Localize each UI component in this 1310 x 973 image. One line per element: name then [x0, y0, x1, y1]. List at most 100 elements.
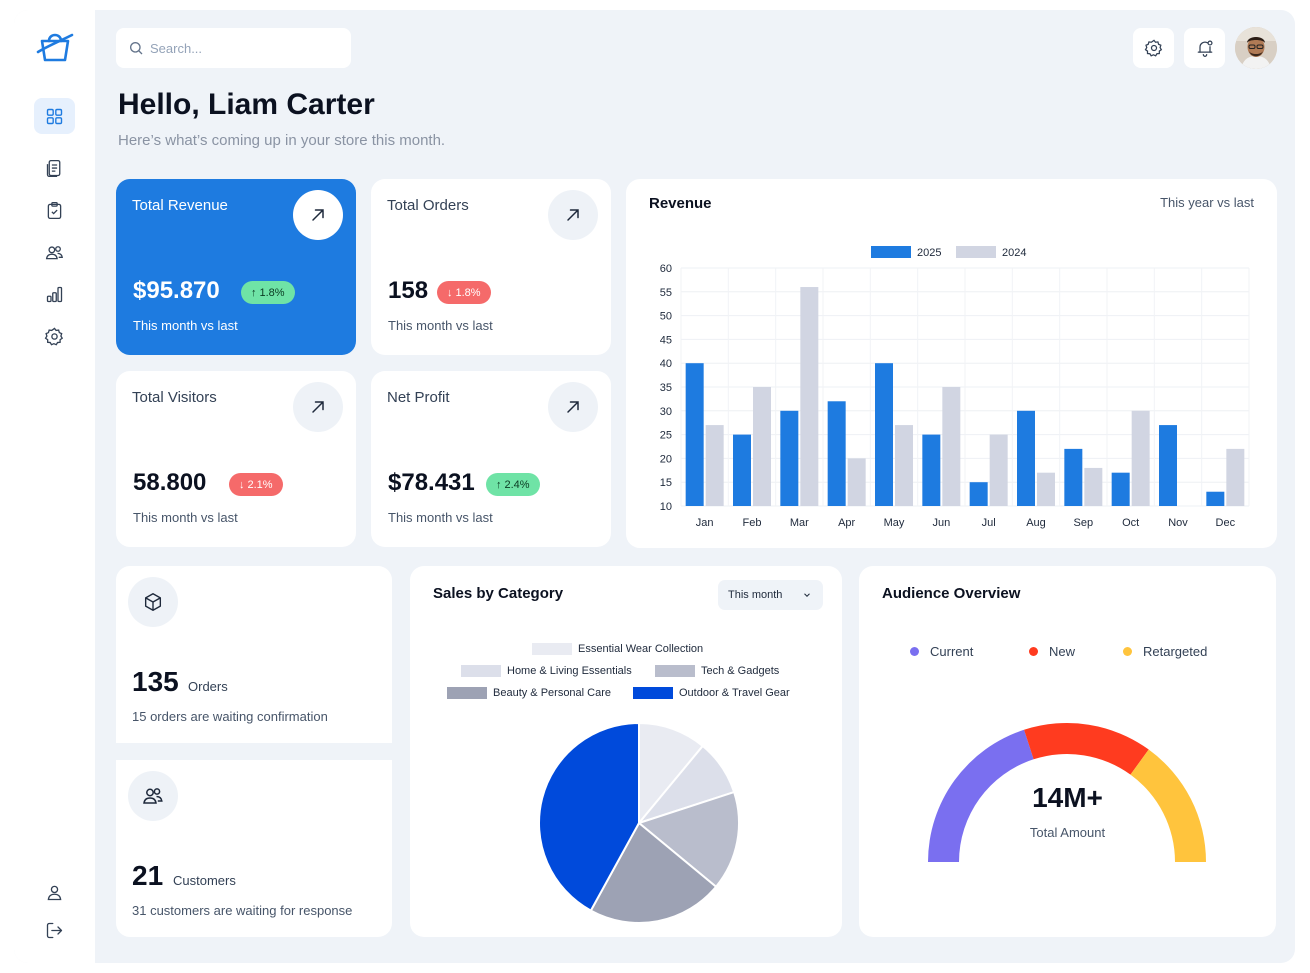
legend-item: Beauty & Personal Care — [447, 687, 611, 699]
legend-swatch — [447, 687, 487, 699]
gauge-segment — [1130, 749, 1206, 862]
bar-2025 — [1159, 425, 1177, 506]
x-tick-label: Sep — [1074, 517, 1094, 529]
y-tick-label: 25 — [660, 430, 672, 442]
nav-tasks-icon[interactable] — [34, 192, 75, 228]
legend-item: New — [1029, 644, 1075, 659]
stat-label: Total Orders — [387, 197, 469, 214]
legend-swatch — [532, 643, 572, 655]
bar-2025 — [969, 482, 988, 506]
x-tick-label: Oct — [1122, 517, 1139, 529]
nav-users-icon[interactable] — [34, 234, 75, 270]
pie-slice — [589, 821, 718, 924]
arrow-down-icon: ↓ — [239, 478, 245, 491]
orders-unit: Orders — [188, 679, 228, 694]
legend-label: 2024 — [1002, 247, 1026, 259]
nav-profile-icon[interactable] — [34, 874, 75, 910]
change-badge: ↑ 1.8% — [241, 281, 295, 304]
customers-description: 31 customers are waiting for response — [132, 903, 353, 918]
x-tick-label: Jan — [696, 517, 714, 529]
search-icon — [130, 42, 143, 55]
x-tick-label: May — [884, 517, 905, 529]
bar-2024 — [1084, 467, 1103, 506]
arrow-up-icon: ↑ — [496, 478, 502, 491]
y-tick-label: 15 — [660, 477, 672, 489]
bar-2025 — [1111, 472, 1130, 506]
nav-dashboard-icon[interactable] — [34, 98, 75, 134]
y-tick-label: 50 — [660, 311, 672, 323]
change-badge: ↓ 1.8% — [437, 281, 491, 304]
bar-2025 — [733, 434, 751, 506]
arrow-up-right-icon[interactable] — [293, 190, 343, 240]
page-subtitle: Here’s what’s coming up in your store th… — [118, 132, 446, 149]
gauge-segment — [928, 729, 1034, 862]
nav-logout-icon[interactable] — [34, 912, 75, 948]
legend-label: Essential Wear Collection — [578, 643, 704, 655]
change-value: 1.8% — [259, 286, 285, 299]
gear-icon — [1144, 39, 1162, 57]
legend-dot — [910, 647, 919, 656]
chart-subtitle: This year vs last — [1160, 195, 1254, 210]
orders-summary-card[interactable]: 135 Orders 15 orders are waiting confirm… — [116, 566, 392, 743]
change-badge: ↑ 2.4% — [486, 473, 540, 496]
bell-icon — [1197, 40, 1213, 57]
stat-value: $78.431 — [388, 469, 475, 496]
y-tick-label: 40 — [660, 358, 672, 370]
stat-value: 58.800 — [133, 469, 207, 496]
search-bar[interactable] — [116, 28, 351, 68]
period-value: This month — [728, 589, 783, 601]
legend-label: Outdoor & Travel Gear — [679, 687, 790, 699]
x-tick-label: Mar — [790, 517, 809, 529]
y-tick-label: 35 — [660, 382, 672, 394]
legend-label: 2025 — [917, 247, 941, 259]
user-avatar[interactable] — [1235, 27, 1277, 69]
legend-label: Retargeted — [1143, 644, 1208, 659]
total-orders-card[interactable]: Total Orders 158 ↓ 1.8% This month vs las… — [371, 179, 611, 355]
customers-summary-card[interactable]: 21 Customers 31 customers are waiting fo… — [116, 760, 392, 937]
legend-item: Essential Wear Collection — [532, 643, 703, 655]
total-visitors-card[interactable]: Total Visitors 58.800 ↓ 2.1% This month v… — [116, 371, 356, 547]
stat-footnote: This month vs last — [133, 318, 238, 333]
bar-2024 — [942, 387, 961, 506]
legend-label: New — [1049, 644, 1076, 659]
net-profit-card[interactable]: Net Profit $78.431 ↑ 2.4% This month vs l… — [371, 371, 611, 547]
bar-2024 — [989, 434, 1008, 506]
stat-value: $95.870 — [133, 277, 220, 304]
sidebar — [14, 10, 95, 963]
arrow-up-icon: ↑ — [251, 286, 257, 299]
bar-2024 — [1037, 472, 1055, 506]
legend-swatch — [655, 665, 695, 677]
nav-analytics-icon[interactable] — [34, 276, 75, 312]
category-pie-chart — [538, 721, 740, 924]
legend-item: Tech & Gadgets — [655, 665, 779, 677]
legend-item: Outdoor & Travel Gear — [633, 687, 790, 699]
notifications-button[interactable] — [1184, 28, 1225, 68]
nav-documents-icon[interactable] — [34, 150, 75, 186]
y-tick-label: 20 — [660, 453, 672, 465]
nav-settings-gear-icon[interactable] — [34, 318, 75, 354]
chart-title: Revenue — [649, 195, 712, 212]
bar-2024 — [800, 287, 819, 506]
search-input[interactable] — [150, 40, 340, 56]
legend-swatch — [461, 665, 501, 677]
bar-2024 — [1131, 410, 1150, 506]
panel-title: Sales by Category — [433, 585, 564, 602]
x-tick-label: Feb — [743, 517, 762, 529]
bar-2024 — [1226, 448, 1245, 506]
arrow-up-right-icon[interactable] — [548, 190, 598, 240]
settings-button[interactable] — [1133, 28, 1174, 68]
chevron-down-icon — [804, 593, 811, 597]
total-revenue-card[interactable]: Total Revenue $95.870 ↑ 1.8% This month v… — [116, 179, 356, 355]
period-dropdown[interactable]: This month — [718, 580, 823, 610]
arrow-up-right-icon[interactable] — [548, 382, 598, 432]
y-tick-label: 45 — [660, 334, 672, 346]
arrow-up-right-icon[interactable] — [293, 382, 343, 432]
bar-2024 — [705, 425, 724, 506]
dashboard-app: Hello, Liam Carter Here’s what’s coming … — [14, 10, 1295, 963]
logo-bag-icon[interactable] — [34, 26, 76, 68]
change-value: 2.1% — [247, 478, 273, 491]
users-icon — [128, 771, 178, 821]
change-badge: ↓ 2.1% — [229, 473, 283, 496]
x-tick-label: Nov — [1168, 517, 1188, 529]
box-icon — [128, 577, 178, 627]
